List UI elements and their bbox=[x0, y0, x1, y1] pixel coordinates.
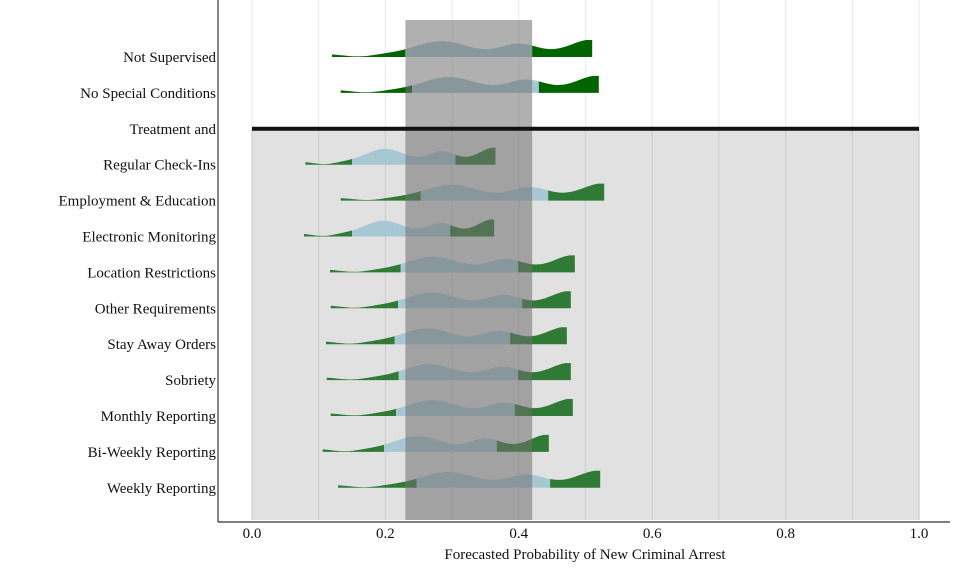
ridge-lower-tail bbox=[330, 300, 399, 309]
row-label: Employment & Education bbox=[59, 194, 217, 210]
x-axis-label: Forecasted Probability of New Criminal A… bbox=[444, 547, 726, 563]
row-label: No Special Conditions bbox=[80, 86, 216, 102]
row-label: Other Requirements bbox=[95, 301, 216, 317]
row-label: Regular Check-Ins bbox=[103, 158, 216, 174]
row-label: Not Supervised bbox=[123, 50, 216, 66]
row-label: Stay Away Orders bbox=[107, 337, 216, 353]
ridge-lower-tail bbox=[326, 336, 395, 345]
ridge-upper-tail bbox=[538, 75, 599, 93]
ridge-upper-tail bbox=[548, 183, 605, 201]
ridge-lower-tail bbox=[330, 264, 401, 273]
row-label: Location Restrictions bbox=[87, 265, 216, 281]
row-label: Weekly Reporting bbox=[107, 481, 217, 497]
x-tick-label: 1.0 bbox=[910, 526, 929, 542]
ridge-lower-tail bbox=[338, 478, 417, 488]
x-tick-label: 0.6 bbox=[643, 526, 662, 542]
axes: 0.0 0.2 0.4 0.6 0.8 1.0 bbox=[217, 0, 950, 542]
row-label: Monthly Reporting bbox=[101, 409, 217, 425]
ridge-upper-tail bbox=[532, 40, 593, 57]
ridge-lower-tail bbox=[305, 159, 353, 165]
x-tick-label: 0.8 bbox=[776, 526, 795, 542]
ridge-lower-tail bbox=[330, 408, 397, 416]
ridge-lower-tail bbox=[304, 230, 353, 237]
row-labels: Not Supervised No Special Conditions Regul… bbox=[59, 50, 217, 497]
highlight-band-rect bbox=[405, 20, 533, 520]
ridge-lower-tail bbox=[340, 85, 413, 93]
x-tick-label: 0.2 bbox=[376, 526, 395, 542]
row-label: Electronic Monitoring bbox=[82, 230, 216, 246]
row-label: Sobriety bbox=[165, 373, 216, 389]
ridge-upper-tail bbox=[522, 291, 571, 309]
ridge-lower-tail bbox=[326, 371, 399, 381]
ridge-upper-tail bbox=[518, 255, 575, 273]
row-label: Bi-Weekly Reporting bbox=[88, 445, 217, 461]
ridge-lower-tail bbox=[332, 49, 406, 57]
x-tick-label: 0.0 bbox=[243, 526, 262, 542]
ridge-lower-tail bbox=[322, 444, 385, 452]
x-tick-label: 0.4 bbox=[509, 526, 528, 542]
ridge-upper-tail bbox=[550, 470, 601, 488]
highlight-band bbox=[252, 20, 919, 520]
separator-label: Treatment and bbox=[129, 122, 216, 138]
ridge-lower-tail bbox=[340, 191, 421, 201]
